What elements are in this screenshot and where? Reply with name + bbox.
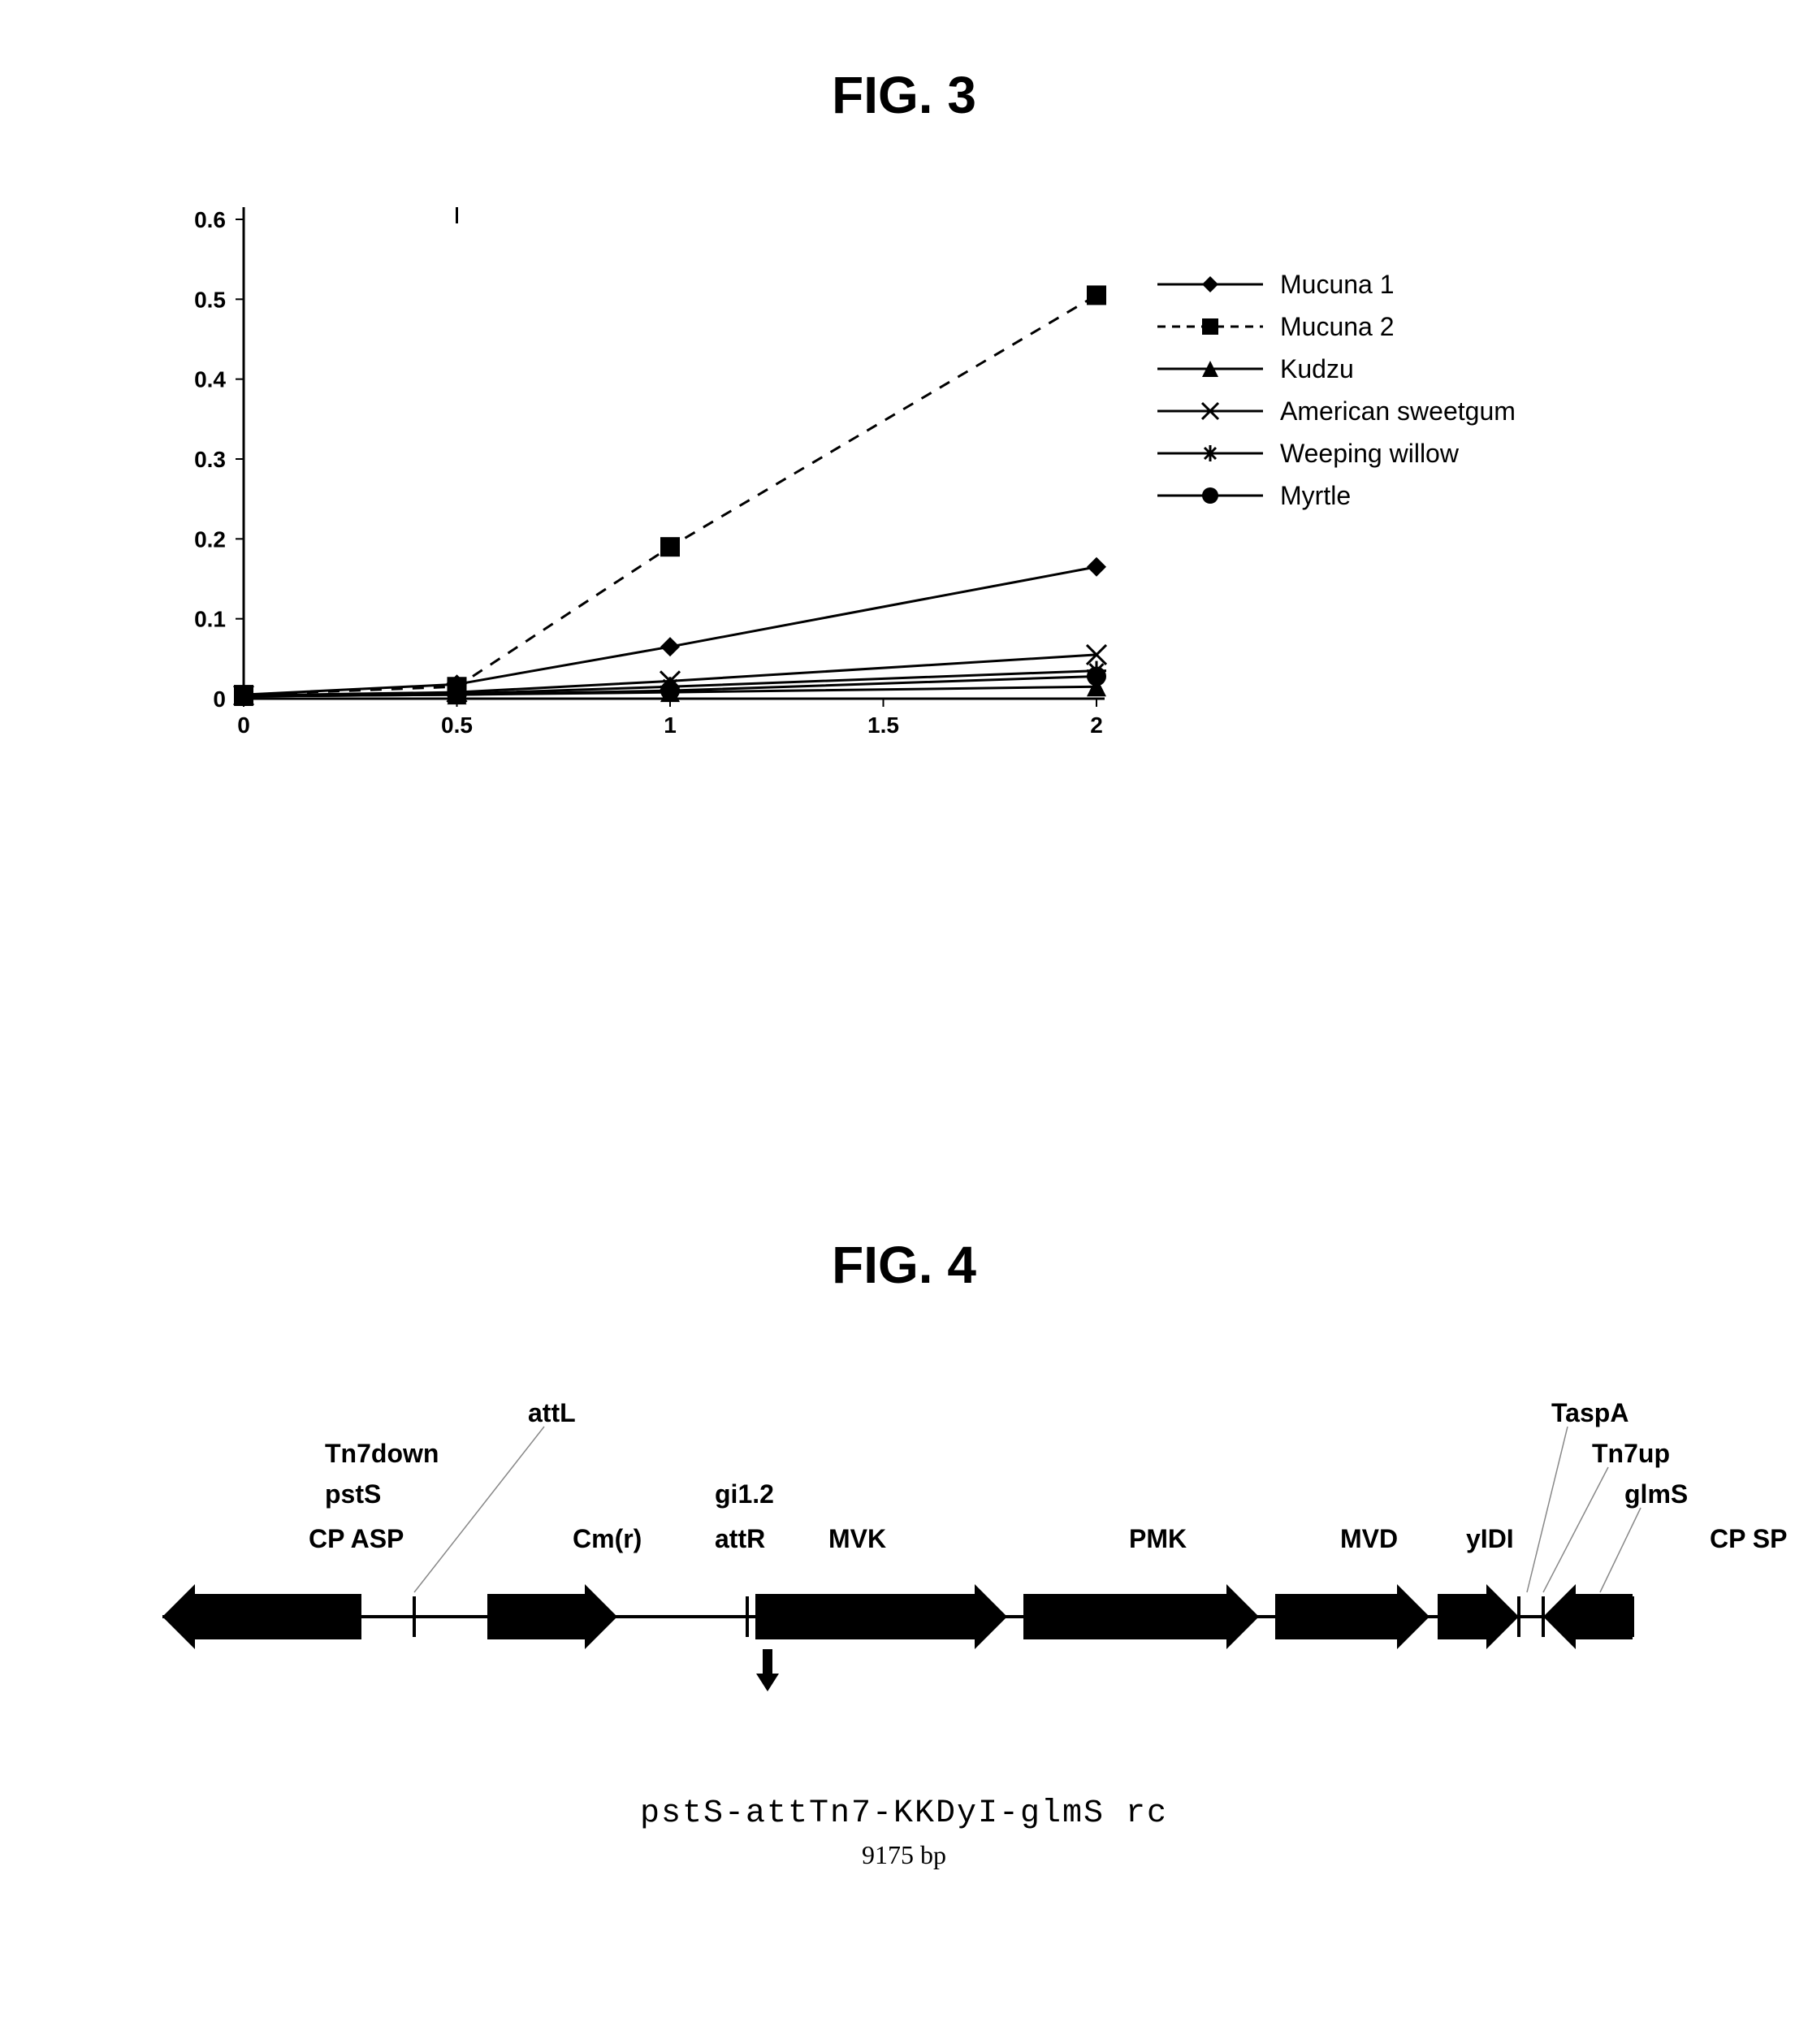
fig4-caption: pstS-attTn7-KKDyI-glmS rc bbox=[0, 1795, 1808, 1832]
svg-text:MVD: MVD bbox=[1340, 1524, 1398, 1553]
svg-text:CP SP: CP SP bbox=[1710, 1524, 1787, 1553]
svg-text:attR: attR bbox=[715, 1524, 765, 1553]
svg-text:attL: attL bbox=[528, 1398, 576, 1427]
svg-text:Tn7down: Tn7down bbox=[325, 1439, 439, 1468]
svg-text:CP ASP: CP ASP bbox=[309, 1524, 404, 1553]
fig4-subcaption: 9175 bp bbox=[0, 1840, 1808, 1870]
svg-text:gi1.2: gi1.2 bbox=[715, 1479, 774, 1509]
svg-text:PMK: PMK bbox=[1129, 1524, 1187, 1553]
svg-text:TaspA: TaspA bbox=[1551, 1398, 1628, 1427]
svg-text:MVK: MVK bbox=[828, 1524, 886, 1553]
svg-text:pstS: pstS bbox=[325, 1479, 381, 1509]
svg-text:yIDI: yIDI bbox=[1466, 1524, 1514, 1553]
gene-map-svg: attL Tn7down pstS CP ASP Cm(r) gi1.2 attR MVK PM… bbox=[0, 0, 1808, 1787]
fig4-gene-map: attL Tn7down pstS CP ASP Cm(r) gi1.2 attR MVK PM… bbox=[0, 0, 1808, 1791]
svg-text:Tn7up: Tn7up bbox=[1592, 1439, 1670, 1468]
svg-text:glmS: glmS bbox=[1624, 1479, 1688, 1509]
svg-text:Cm(r): Cm(r) bbox=[573, 1524, 642, 1553]
